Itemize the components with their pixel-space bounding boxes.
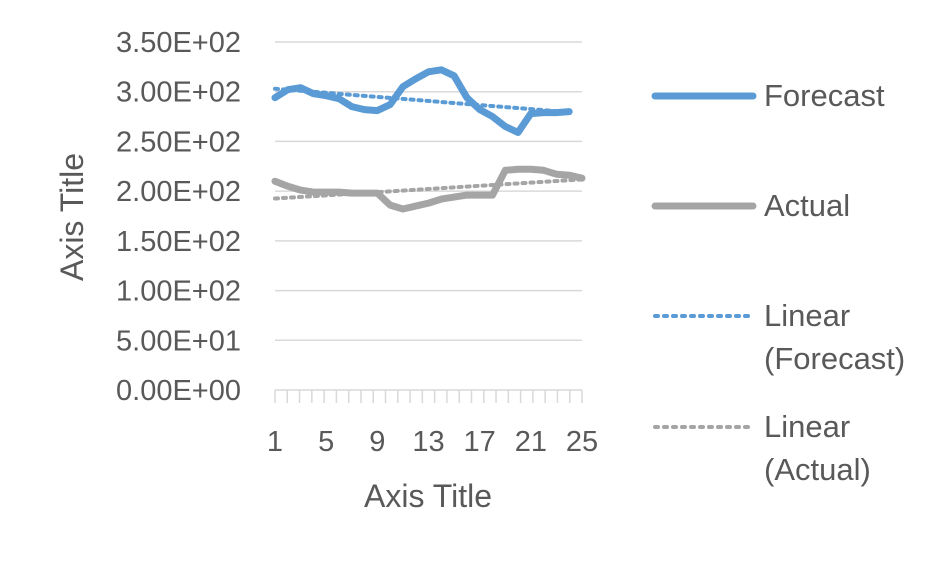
y-axis-title: Axis Title: [54, 153, 90, 281]
legend-item: Linear (Actual): [653, 409, 871, 487]
legend-label: Linear: [764, 409, 850, 444]
x-tick-label: 21: [515, 426, 547, 458]
x-tick-label: 5: [318, 426, 334, 458]
legend-label: Actual: [764, 188, 850, 223]
series-line-forecast: [271, 66, 573, 136]
plot-area: [271, 66, 586, 213]
legend-item: Linear (Forecast): [653, 298, 905, 376]
legend-label: Linear: [764, 298, 850, 333]
y-tick-label: 1.00E+02: [116, 276, 241, 308]
y-axis-tick-labels: 0.00E+00 5.00E+01 1.00E+02 1.50E+02 2.00E+02…: [116, 27, 241, 407]
x-tick-label: 9: [369, 426, 385, 458]
legend-item: Actual: [651, 188, 850, 223]
x-tick-label: 1: [267, 426, 283, 458]
legend-label: Forecast: [764, 78, 885, 113]
x-axis: [274, 389, 583, 403]
y-tick-label: 0.00E+00: [116, 375, 241, 407]
legend-label: (Actual): [764, 452, 871, 487]
y-tick-label: 2.00E+02: [116, 176, 241, 208]
x-tick-label: 13: [412, 426, 444, 458]
legend: Forecast Actual Linear (Forecast) Linear (Act…: [651, 78, 905, 487]
y-tick-label: 5.00E+01: [116, 325, 241, 357]
series-line-actual: [271, 165, 586, 213]
y-tick-label: 1.50E+02: [116, 226, 241, 258]
x-tick-label: 17: [464, 426, 496, 458]
y-tick-label: 3.00E+02: [116, 77, 241, 109]
legend-item: Forecast: [651, 78, 885, 113]
x-axis-tick-labels: 1 5 9 13 17 21 25: [267, 426, 598, 458]
x-axis-title: Axis Title: [364, 478, 492, 514]
y-tick-label: 3.50E+02: [116, 27, 241, 59]
y-tick-label: 2.50E+02: [116, 126, 241, 158]
x-tick-label: 25: [566, 426, 598, 458]
legend-label: (Forecast): [764, 341, 905, 376]
